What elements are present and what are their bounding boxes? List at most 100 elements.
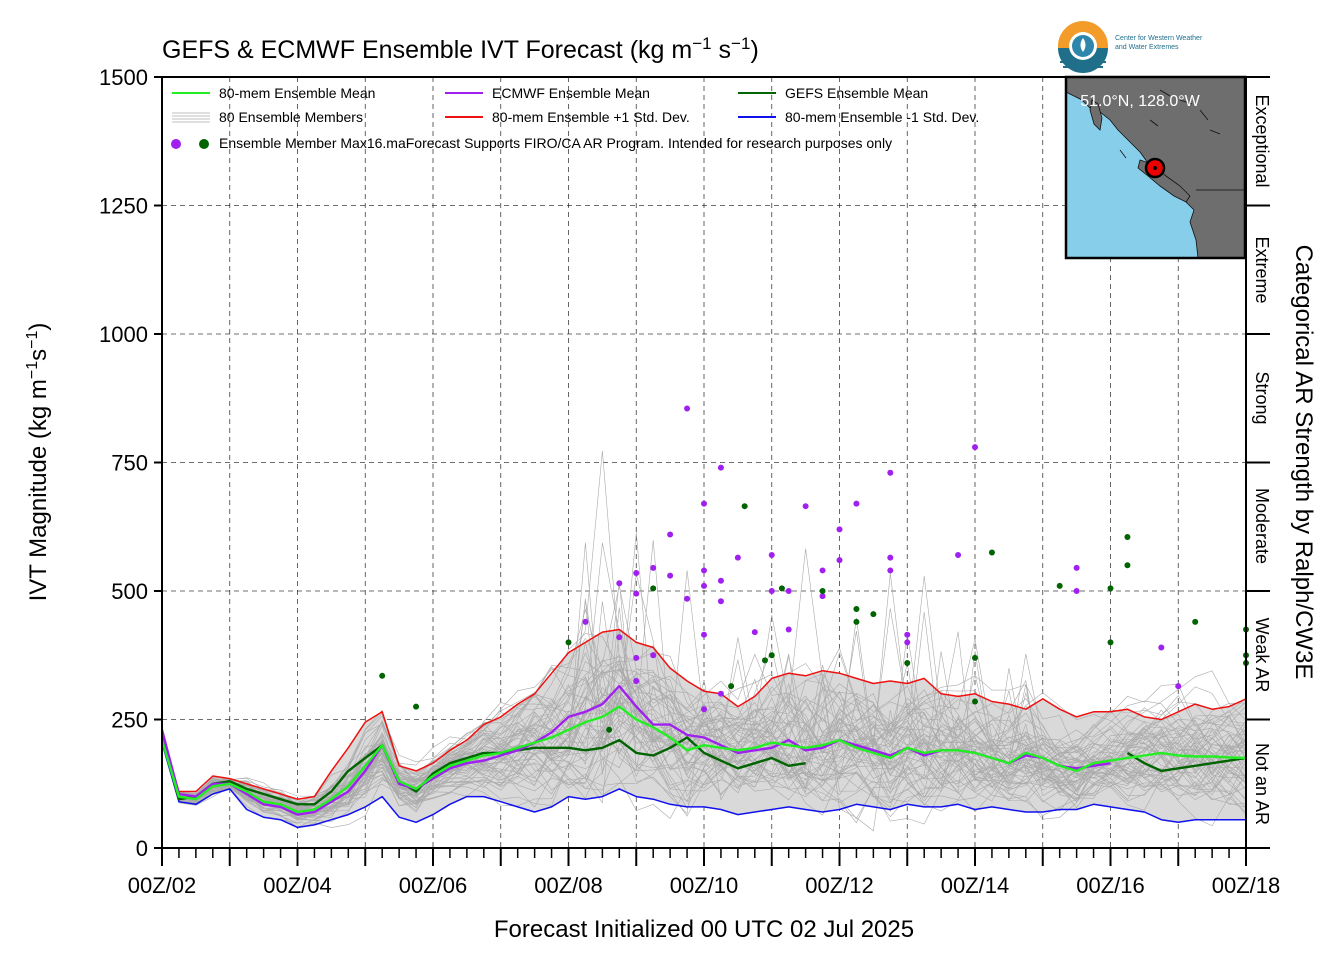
category-label-not-an-ar: Not an AR bbox=[1252, 743, 1272, 825]
gefs-member-max-point bbox=[650, 585, 657, 592]
x-tick-label: 00Z/18 bbox=[1212, 873, 1281, 898]
x-tick-label: 00Z/14 bbox=[941, 873, 1010, 898]
ensemble-member-line bbox=[162, 692, 1246, 805]
category-labels: Not an AR Weak AR Moderate Strong Extrem… bbox=[1252, 94, 1272, 825]
y-tick-label: 1250 bbox=[99, 194, 148, 219]
x-tick-label: 00Z/04 bbox=[263, 873, 332, 898]
y-tick-label: 1000 bbox=[99, 322, 148, 347]
gefs-member-max-point bbox=[1124, 562, 1131, 569]
gefs-member-max-point bbox=[972, 698, 978, 705]
y-tick-label: 1500 bbox=[99, 65, 148, 90]
gefs-member-max-point bbox=[379, 672, 386, 679]
ecmwf-member-max-point bbox=[904, 639, 911, 646]
gefs-member-max-point bbox=[870, 611, 877, 618]
ensemble-member-line bbox=[162, 684, 1246, 820]
ecmwf-member-max-point bbox=[785, 588, 792, 594]
ecmwf-member-max-point bbox=[1175, 683, 1182, 690]
ensemble-member-line bbox=[162, 667, 1246, 813]
x-axis-label: Forecast Initialized 00 UTC 02 Jul 2025 bbox=[494, 916, 914, 943]
series-lines bbox=[162, 628, 1246, 829]
y-tick-label: 500 bbox=[111, 579, 148, 604]
ecmwf-member-max-point bbox=[701, 631, 707, 638]
ecmwf-member-max-point bbox=[819, 567, 826, 574]
legend-label-minus-std: 80-mem Ensemble -1 Std. Dev. bbox=[785, 109, 979, 125]
legend-label-80mem-mean: 80-mem Ensemble Mean bbox=[219, 85, 375, 101]
gefs-member-max-point bbox=[1192, 618, 1199, 625]
category-label-weak-ar: Weak AR bbox=[1252, 618, 1272, 693]
category-label-strong: Strong bbox=[1252, 371, 1272, 424]
category-label-exceptional: Exceptional bbox=[1252, 94, 1272, 187]
gefs-member-max-point bbox=[761, 657, 768, 664]
ensemble-member-line bbox=[162, 629, 1246, 812]
logo-text-line-2: and Water Extremes bbox=[1115, 44, 1179, 51]
inset-map-frame bbox=[1064, 75, 1247, 260]
ecmwf-member-max-point bbox=[717, 577, 724, 584]
gefs-member-max-point bbox=[778, 585, 785, 592]
ecmwf-member-max-point bbox=[717, 690, 724, 697]
gefs-member-max-point bbox=[1107, 585, 1114, 592]
legend-marker-ecmwf-max bbox=[171, 139, 181, 149]
x-tick-label: 00Z/16 bbox=[1076, 873, 1145, 898]
ecmwf-member-max-point bbox=[955, 552, 962, 559]
ecmwf-member-max-point bbox=[650, 652, 657, 659]
ensemble-member-line bbox=[162, 542, 1246, 822]
gefs-member-max-point bbox=[768, 652, 775, 659]
ecmwf-member-max-point bbox=[836, 557, 843, 564]
ecmwf-member-max-point bbox=[904, 631, 911, 638]
ecmwf-member-max-point bbox=[853, 500, 860, 507]
ensemble-member-line bbox=[162, 532, 1246, 811]
ecmwf-member-max-point bbox=[701, 706, 707, 713]
ecmwf-member-max-point bbox=[616, 634, 623, 641]
gefs-member-max-point bbox=[728, 683, 735, 690]
x-tick-label: 00Z/10 bbox=[670, 873, 739, 898]
ecmwf-member-max-point bbox=[972, 444, 978, 451]
right-axis-label: Categorical AR Strength by Ralph/CW3E bbox=[1290, 245, 1317, 680]
ecmwf-member-max-point bbox=[768, 552, 775, 559]
gefs-member-max-point bbox=[1056, 582, 1063, 589]
ecmwf-member-max-point bbox=[633, 590, 640, 597]
ecmwf-member-max-point bbox=[684, 595, 691, 602]
ecmwf-member-max-point bbox=[887, 567, 894, 574]
legend-label-plus-std: 80-mem Ensemble +1 Std. Dev. bbox=[492, 109, 690, 125]
ensemble-member-line bbox=[162, 548, 1246, 829]
gefs-member-max-point bbox=[853, 605, 860, 612]
ecmwf-member-max-point bbox=[633, 654, 640, 661]
inset-map: 51.0°N, 128.0°W bbox=[1064, 75, 1247, 260]
logo-text-line-1: Center for Western Weather bbox=[1115, 35, 1203, 42]
ecmwf-member-max-point bbox=[616, 580, 623, 587]
ecmwf-member-max-point bbox=[717, 598, 724, 605]
legend-marker-gefs-max bbox=[199, 139, 209, 149]
ecmwf-member-max-point bbox=[633, 570, 640, 577]
gefs-member-max-point bbox=[606, 726, 613, 733]
gefs-member-max-point bbox=[741, 503, 748, 510]
ecmwf-member-max-point bbox=[582, 618, 589, 625]
ecmwf-member-max-point bbox=[633, 677, 640, 684]
ecmwf-member-max-point bbox=[1073, 588, 1080, 594]
ecmwf-member-max-point bbox=[667, 531, 674, 538]
inset-map-haida-gwaii bbox=[1089, 99, 1103, 131]
ecmwf-member-max-point bbox=[701, 500, 707, 507]
legend-label-member-max: Ensemble Member Max16.maForecast Support… bbox=[219, 135, 892, 151]
chart-title: GEFS & ECMWF Ensemble IVT Forecast (kg m… bbox=[162, 34, 759, 64]
x-tick-label: 00Z/02 bbox=[128, 873, 197, 898]
y-tick-label: 750 bbox=[111, 451, 148, 476]
ecmwf-member-max-point bbox=[768, 588, 775, 594]
y-axis-label: IVT Magnitude (kg m−1s−1) bbox=[24, 323, 52, 602]
gefs-member-max-point bbox=[1107, 639, 1114, 646]
category-label-moderate: Moderate bbox=[1252, 488, 1272, 564]
gefs-member-max-point bbox=[853, 618, 860, 625]
x-tick-label: 00Z/12 bbox=[805, 873, 874, 898]
category-label-extreme: Extreme bbox=[1252, 236, 1272, 303]
ecmwf-member-max-point bbox=[667, 572, 674, 579]
ecmwf-member-max-point bbox=[717, 464, 724, 471]
legend-swatch-members bbox=[172, 112, 210, 123]
ensemble-member-line bbox=[162, 653, 1246, 817]
y-tick-label: 250 bbox=[111, 708, 148, 733]
inset-map-label: 51.0°N, 128.0°W bbox=[1080, 93, 1200, 110]
ensemble-member-line bbox=[162, 690, 1246, 813]
gefs-member-max-point bbox=[988, 549, 995, 556]
gefs-member-max-point bbox=[972, 654, 978, 661]
ecmwf-member-max-point bbox=[701, 582, 707, 589]
ecmwf-member-max-point bbox=[751, 629, 758, 636]
